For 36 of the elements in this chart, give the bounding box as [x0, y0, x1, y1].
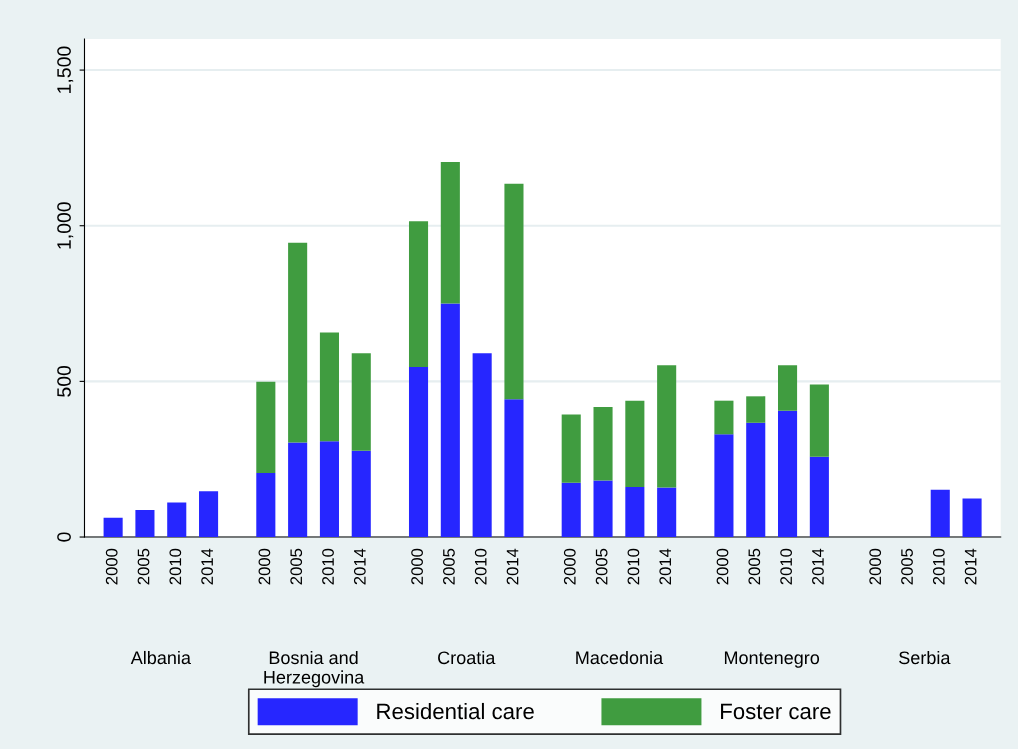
x-tick-label: 2000: [411, 548, 423, 585]
y-tick-label: 500: [57, 365, 71, 397]
x-tick-label: 2014: [659, 548, 672, 585]
text: Albania: [130, 650, 191, 665]
x-tick-label: 2005: [595, 548, 608, 585]
x-tick-label: 2000: [258, 548, 271, 585]
x-tick-label: 2014: [353, 548, 366, 585]
x-tick-label: 2014: [812, 548, 824, 585]
x-tick-label: 2005: [748, 548, 761, 585]
x-tick-label: 2010: [474, 548, 487, 585]
y-tick-label: 1,000: [57, 202, 74, 249]
x-tick-label: 2010: [780, 548, 793, 585]
x-tick-label: 2014: [964, 548, 977, 585]
x-tick-label: 2010: [932, 548, 945, 585]
legend-label: Foster care: [721, 703, 831, 720]
x-tick-label: 2010: [322, 548, 334, 585]
x-tick-label: 2010: [169, 548, 182, 585]
text: Macedonia: [576, 650, 664, 665]
text: Montenegro: [724, 651, 820, 668]
y-tick-label: 1,500: [57, 46, 74, 93]
text: Bosnia and Herzegovina: [264, 650, 365, 688]
x-tick-label: 2010: [627, 548, 640, 585]
x-tick-label: 2000: [869, 548, 882, 585]
y-tick-label: 0: [57, 532, 71, 542]
text: Serbia: [899, 650, 951, 665]
text: Croatia: [438, 650, 496, 665]
x-tick-label: 2005: [443, 548, 455, 585]
x-tick-label: 2014: [506, 548, 519, 585]
x-tick-label: 2005: [901, 548, 913, 585]
x-tick-label: 2000: [105, 548, 118, 585]
x-tick-label: 2000: [716, 548, 729, 585]
x-tick-label: 2000: [563, 548, 576, 585]
x-tick-label: 2014: [201, 548, 214, 585]
x-tick-label: 2005: [137, 548, 150, 585]
legend-label: Residential care: [377, 702, 534, 720]
x-tick-label: 2005: [290, 548, 303, 585]
